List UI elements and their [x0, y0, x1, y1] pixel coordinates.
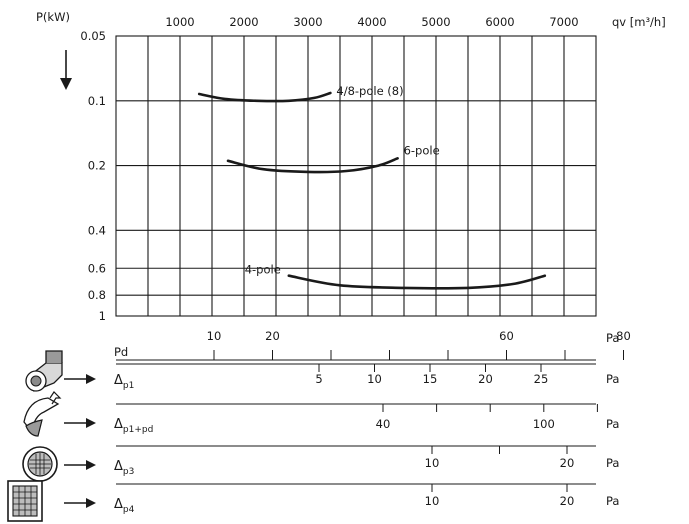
- scale-tick-label: 5: [315, 372, 322, 386]
- y-axis-direction-arrow-head: [60, 78, 72, 90]
- x-tick-label: 6000: [485, 15, 514, 29]
- scale-unit: Pa: [606, 372, 619, 386]
- y-axis-title: P(kW): [36, 10, 70, 24]
- series-line: [197, 91, 332, 103]
- x-axis-title: qv [m³/h]: [612, 15, 666, 29]
- scale-tick-label: 20: [265, 329, 280, 343]
- scale-tick-label: 10: [207, 329, 222, 343]
- x-tick-label: 2000: [229, 15, 258, 29]
- y-tick-label: 0.6: [88, 261, 106, 275]
- y-tick-label: 0.4: [88, 223, 106, 237]
- scale-tick-label: 20: [560, 494, 575, 508]
- y-tick-label: 0.1: [88, 94, 106, 108]
- row-arrow-head: [86, 418, 96, 428]
- scale-tick-label: 100: [533, 417, 555, 431]
- pressure-scale: Δp1 5 10 15 20 25 Pa: [64, 363, 619, 391]
- centrifugal-outlet-icon: [23, 391, 62, 437]
- x-tick-label: 7000: [549, 15, 578, 29]
- scale-unit: Pa: [606, 494, 619, 508]
- y-tick-label: 0.2: [88, 159, 106, 173]
- scale-unit: Pa: [606, 417, 619, 431]
- scale-label: Δp4: [114, 497, 135, 515]
- x-tick-label: 3000: [293, 15, 322, 29]
- row-arrow-head: [86, 374, 96, 384]
- plot-frame: [115, 35, 597, 317]
- scale-tick-label: 15: [423, 372, 438, 386]
- scale-tick-label: 10: [367, 372, 382, 386]
- component-icons: [7, 350, 63, 522]
- row-arrow-head: [86, 498, 96, 508]
- pressure-scale: Δp4 10 20 Pa: [64, 483, 619, 515]
- scale-tick-label: 40: [376, 417, 391, 431]
- row-arrow-head: [86, 460, 96, 470]
- series-label: 4-pole: [245, 263, 281, 277]
- scale-label: Δp3: [114, 459, 134, 477]
- centrifugal-inlet-icon: [25, 350, 63, 392]
- scale-unit: Pa: [606, 456, 619, 470]
- scale-tick-label: 20: [478, 372, 493, 386]
- scale-label: Δp1+pd: [114, 417, 153, 435]
- y-axis: P(kW) 0.05 0.1 0.2 0.4 0.6 0.8 1: [36, 10, 106, 323]
- scale-unit: Pa: [606, 331, 619, 345]
- x-tick-label: 1000: [165, 15, 194, 29]
- x-axis: 1000 2000 3000 4000 5000 6000 7000 qv [m³/h]: [165, 15, 665, 29]
- scale-tick-label: 60: [499, 329, 514, 343]
- series-label: 4/8-pole (8): [336, 84, 403, 98]
- scale-label: Δp1: [114, 373, 134, 391]
- pressure-scale: Δp1+pd 40 100 Pa: [64, 403, 619, 435]
- chart-grid: [115, 35, 597, 317]
- y-tick-label: 0.05: [80, 29, 106, 43]
- scale-tick-label: 10: [425, 456, 440, 470]
- x-tick-label: 4000: [357, 15, 386, 29]
- y-tick-label: 1: [99, 309, 106, 323]
- scale-tick-label: 10: [425, 494, 440, 508]
- curves: 4/8-pole (8) 6-pole 4-pole: [197, 84, 547, 290]
- series-line: [287, 274, 547, 290]
- y-tick-label: 0.8: [88, 288, 106, 302]
- scale-tick-label: 80: [616, 329, 631, 343]
- round-filter-icon: [22, 446, 58, 482]
- scale-tick-label: 25: [534, 372, 549, 386]
- scale-label: Pd: [114, 345, 128, 359]
- square-filter-icon: [7, 480, 43, 522]
- x-tick-label: 5000: [421, 15, 450, 29]
- scale-tick-label: 20: [560, 456, 575, 470]
- series-line: [226, 157, 399, 174]
- pressure-scale: Δp3 10 20 Pa: [64, 445, 619, 477]
- series-label: 6-pole: [404, 143, 440, 157]
